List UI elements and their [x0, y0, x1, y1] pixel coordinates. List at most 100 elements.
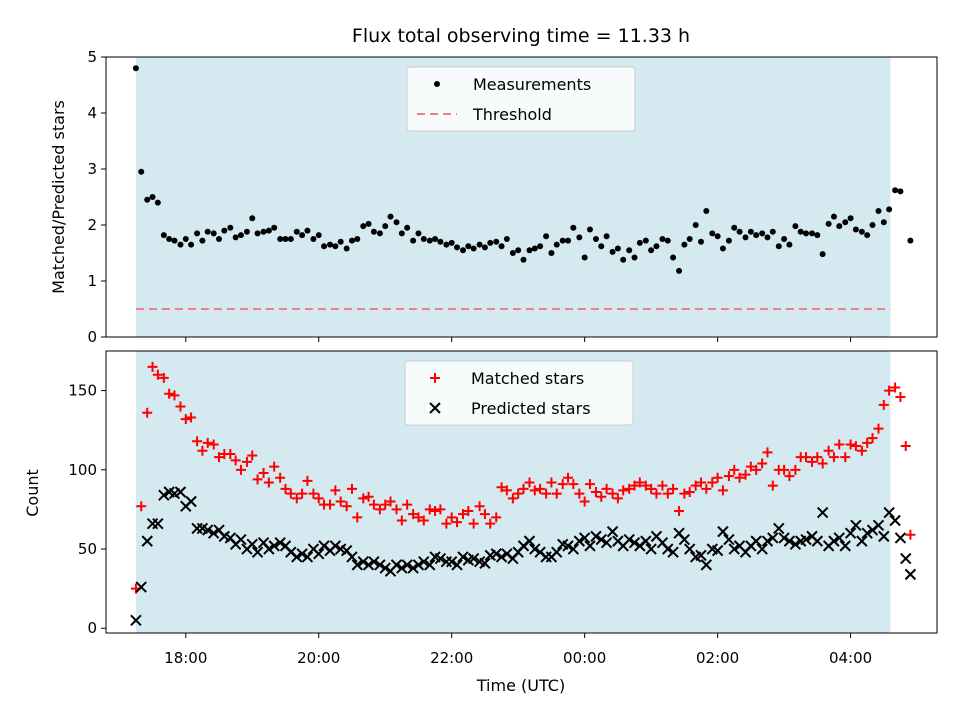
- data-point: [723, 533, 735, 546]
- data-point: [501, 485, 512, 496]
- y-axis-label-count: Count: [23, 469, 42, 517]
- data-point: [850, 519, 862, 531]
- data-point: [459, 247, 466, 254]
- data-point: [894, 532, 907, 544]
- data-point: [596, 491, 607, 502]
- data-point: [839, 540, 851, 552]
- data-point: [265, 227, 272, 234]
- data-point: [609, 248, 616, 255]
- data-point: [781, 236, 788, 242]
- data-point: [518, 483, 529, 494]
- data-point: [747, 228, 754, 235]
- data-point: [686, 236, 693, 242]
- data-point: [380, 499, 391, 510]
- data-point: [268, 540, 280, 552]
- data-point: [634, 477, 645, 488]
- data-point: [850, 441, 861, 452]
- data-point: [304, 227, 311, 234]
- data-point: [809, 230, 816, 237]
- data-point: [762, 447, 773, 458]
- legend-label: Threshold: [472, 105, 552, 124]
- data-point: [396, 562, 408, 574]
- data-point: [864, 232, 871, 239]
- data-point: [152, 369, 163, 380]
- data-point: [210, 230, 217, 237]
- data-point: [374, 559, 386, 571]
- data-point: [844, 527, 857, 539]
- data-point: [862, 437, 873, 448]
- data-point: [491, 512, 502, 523]
- y-tick-label: 3: [87, 160, 97, 178]
- data-point: [651, 488, 662, 499]
- data-point: [697, 238, 704, 245]
- data-point: [878, 399, 889, 410]
- data-point: [878, 530, 890, 543]
- data-point: [670, 254, 677, 261]
- data-point: [568, 479, 579, 490]
- data-point: [346, 483, 357, 494]
- data-point: [432, 236, 439, 242]
- data-point: [731, 224, 738, 231]
- data-point: [374, 504, 385, 515]
- data-point: [136, 501, 147, 512]
- data-point: [579, 496, 590, 507]
- data-point: [873, 423, 884, 434]
- data-point: [861, 527, 873, 539]
- data-point: [275, 472, 286, 483]
- data-point: [598, 243, 605, 250]
- data-point: [657, 480, 668, 491]
- data-point: [757, 458, 768, 469]
- data-point: [263, 543, 275, 555]
- data-point: [640, 535, 652, 547]
- data-point: [834, 439, 845, 450]
- data-point: [232, 234, 239, 241]
- data-point: [251, 546, 264, 558]
- data-point: [717, 485, 728, 496]
- data-point: [204, 228, 211, 235]
- data-point: [164, 388, 175, 399]
- data-point: [889, 514, 901, 527]
- data-point: [823, 445, 834, 456]
- data-point: [786, 241, 793, 248]
- data-point: [194, 230, 201, 237]
- data-point: [343, 245, 350, 252]
- data-point: [207, 527, 220, 539]
- data-point: [783, 535, 796, 547]
- data-point: [520, 256, 527, 263]
- data-point: [166, 236, 173, 242]
- data-point: [690, 480, 701, 491]
- data-point: [811, 535, 824, 547]
- data-point: [412, 559, 425, 571]
- data-point: [529, 485, 540, 496]
- y-tick-label: 2: [87, 216, 97, 234]
- data-point: [363, 491, 374, 502]
- data-point: [895, 391, 906, 402]
- data-point: [182, 236, 189, 242]
- data-point: [401, 559, 413, 571]
- data-point: [529, 543, 541, 555]
- data-point: [269, 461, 280, 472]
- data-point: [646, 483, 657, 494]
- data-point: [628, 536, 641, 549]
- data-point: [573, 535, 586, 547]
- data-point: [515, 247, 522, 254]
- data-point: [435, 504, 446, 515]
- data-point: [402, 499, 413, 510]
- data-point: [465, 243, 472, 250]
- data-point: [291, 493, 302, 504]
- data-point: [840, 452, 851, 463]
- data-point: [872, 519, 885, 531]
- data-point: [408, 509, 419, 520]
- data-point: [214, 452, 225, 463]
- data-point: [884, 385, 895, 396]
- data-point: [154, 199, 161, 206]
- data-point: [407, 562, 419, 574]
- data-point: [725, 237, 732, 244]
- data-point: [830, 213, 837, 220]
- data-point: [792, 223, 799, 230]
- data-point: [130, 614, 142, 627]
- data-point: [225, 448, 236, 459]
- data-point: [750, 535, 762, 547]
- x-tick-label: 20:00: [297, 649, 340, 667]
- data-point: [676, 267, 683, 274]
